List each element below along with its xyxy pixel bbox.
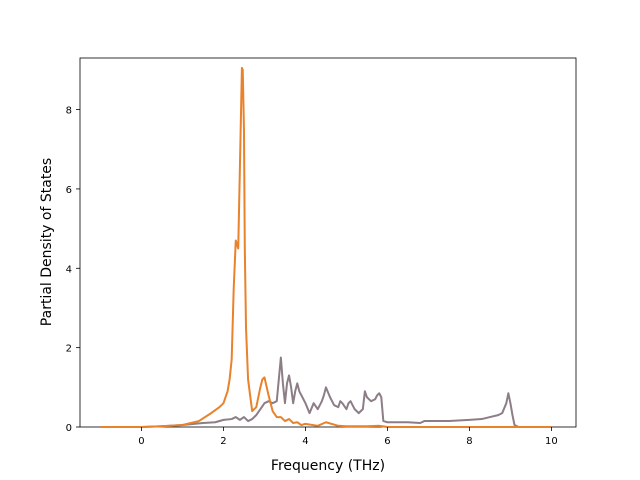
x-tick-label: 2 [220,436,226,447]
plot-area [79,57,577,428]
y-tick-label: 8 [66,106,72,117]
y-tick-label: 6 [66,185,72,196]
y-tick-label: 2 [66,344,72,355]
series-line-1 [100,356,552,428]
series-line-2 [100,66,552,428]
y-axis-label: Partial Density of States [39,158,55,326]
plot-frame [79,57,577,428]
y-tick-label: 0 [66,423,72,434]
x-tick-label: 0 [138,436,144,447]
y-axis-ticks: 0 2 4 6 8 [66,106,80,434]
x-axis-ticks: 0 2 4 6 8 10 [138,427,558,447]
x-tick-label: 6 [384,436,390,447]
x-tick-label: 4 [302,436,308,447]
x-tick-label: 10 [545,436,558,447]
x-tick-label: 8 [466,436,472,447]
x-axis-label: Frequency (THz) [271,458,385,474]
y-tick-label: 4 [66,264,72,275]
series-layer [100,66,552,428]
